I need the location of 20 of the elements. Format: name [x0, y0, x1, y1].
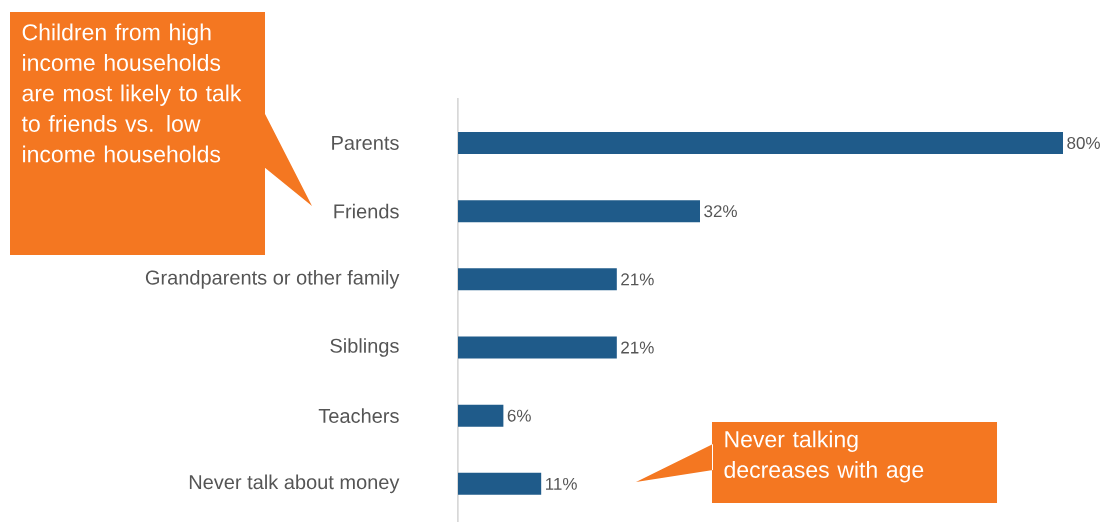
y-tick-label: Never talk about money — [189, 474, 400, 494]
y-tick-label: Friends — [334, 204, 399, 219]
bar — [458, 404, 504, 427]
data-label: 21% — [621, 273, 654, 286]
data-label: 80% — [1067, 137, 1100, 150]
y-tick-label: Grandparents or other family — [145, 270, 400, 289]
data-label: 11% — [546, 478, 577, 491]
y-tick-label: Parents — [332, 136, 399, 151]
data-label: 32% — [704, 205, 737, 218]
text: Children from high income households are most likely to talk to friends vs. low income households — [21, 23, 242, 163]
data-label: 6% — [507, 409, 531, 422]
bar — [458, 268, 617, 291]
y-tick-label: Teachers — [318, 408, 399, 424]
bar — [458, 336, 617, 359]
y-tick-label: Siblings — [330, 338, 399, 358]
bar — [458, 132, 1063, 155]
bar — [458, 200, 700, 223]
data-label: 21% — [621, 341, 654, 354]
bar — [458, 473, 542, 496]
annotation: Never talking decreases with age — [724, 430, 924, 483]
